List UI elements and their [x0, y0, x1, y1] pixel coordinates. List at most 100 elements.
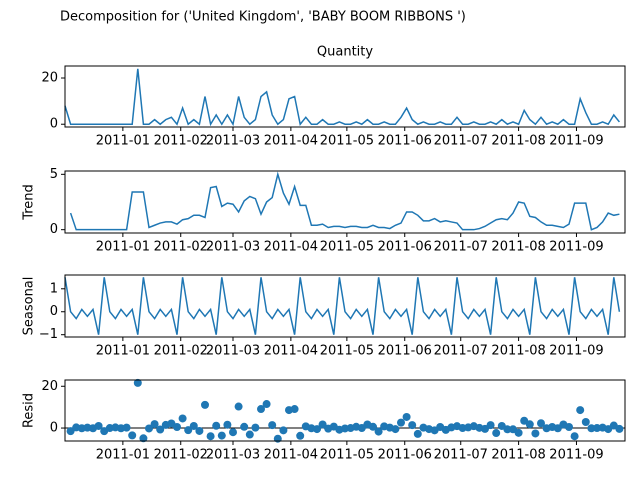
x-tick-label: 2011-01 [96, 240, 150, 255]
x-tick-label: 2011-09 [549, 344, 603, 359]
resid-point [413, 429, 422, 438]
x-tick-label: 2011-03 [206, 240, 260, 255]
resid-point [408, 421, 417, 430]
resid-point [257, 405, 265, 414]
resid-point [173, 423, 181, 432]
resid-point [565, 423, 573, 432]
resid-point [229, 428, 237, 437]
y-tick-label: 5 [50, 167, 58, 182]
series-line [64, 68, 620, 127]
resid-point [503, 425, 512, 434]
resid-point [184, 426, 193, 435]
y-axis-label: Resid [22, 393, 37, 428]
x-tick-label: 2011-04 [264, 134, 318, 149]
resid-point [268, 421, 277, 430]
subplot-title: Quantity [317, 45, 373, 60]
resid-point [581, 417, 590, 426]
resid-point [279, 426, 288, 435]
resid-point [139, 434, 148, 443]
series-line [69, 171, 620, 231]
y-tick-label: 0 [50, 117, 58, 132]
series-line [64, 277, 621, 335]
x-tick-label: 2011-05 [320, 344, 374, 359]
resid-point [397, 418, 405, 427]
resid-point [201, 400, 209, 409]
x-tick-label: 2011-09 [549, 134, 603, 149]
resid-point [481, 424, 489, 433]
resid-point [217, 431, 226, 440]
x-tick-label: 2011-03 [206, 344, 260, 359]
y-tick-label: 20 [41, 379, 58, 394]
resid-point [94, 421, 103, 430]
resid-point [223, 420, 232, 429]
x-tick-label: 2011-02 [154, 344, 208, 359]
x-tick-label: 2011-03 [206, 448, 260, 463]
resid-point [486, 421, 495, 430]
resid-point [150, 420, 159, 429]
resid-point [369, 422, 377, 431]
resid-point [251, 423, 260, 432]
x-tick-label: 2011-02 [154, 240, 208, 255]
resid-point [587, 424, 596, 433]
x-tick-label: 2011-06 [378, 344, 432, 359]
y-tick-label: −1 [39, 327, 58, 342]
resid-point [128, 431, 137, 440]
x-tick-label: 2011-02 [154, 448, 208, 463]
resid-point [145, 424, 153, 433]
x-tick-label: 2011-05 [320, 240, 374, 255]
x-tick-label: 2011-01 [96, 448, 150, 463]
axes-frame [64, 65, 626, 128]
resid-point [374, 427, 383, 436]
x-tick-label: 2011-09 [549, 448, 603, 463]
x-tick-label: 2011-08 [491, 344, 545, 359]
resid-point [240, 422, 249, 431]
resid-point [273, 434, 282, 443]
resid-point [189, 421, 198, 430]
x-tick-label: 2011-05 [320, 134, 374, 149]
figure-title: Decomposition for ('United Kingdom', 'BA… [60, 10, 466, 25]
y-tick-label: 0 [50, 222, 58, 237]
x-tick-label: 2011-02 [154, 134, 208, 149]
resid-point [234, 402, 243, 411]
axes-frame [64, 170, 626, 234]
resid-point [313, 425, 321, 434]
x-tick-label: 2011-05 [320, 448, 374, 463]
resid-point [195, 426, 204, 435]
resid-point [402, 412, 411, 421]
resid-point [570, 432, 579, 441]
axes-frame [64, 274, 626, 338]
resid-point [318, 420, 327, 429]
x-tick-label: 2011-07 [434, 448, 488, 463]
resid-point [296, 431, 305, 440]
x-tick-label: 2011-03 [206, 134, 260, 149]
y-tick-label: 20 [41, 71, 58, 86]
resid-point [290, 405, 299, 414]
x-tick-label: 2011-07 [434, 240, 488, 255]
x-tick-label: 2011-07 [434, 134, 488, 149]
resid-point [525, 420, 534, 429]
resid-point [531, 429, 540, 438]
resid-point [178, 414, 187, 423]
resid-point [514, 428, 523, 437]
resid-point [615, 424, 624, 433]
x-tick-label: 2011-09 [549, 240, 603, 255]
y-axis-label: Seasonal [22, 277, 37, 336]
y-tick-label: 1 [50, 281, 58, 296]
resid-point [206, 432, 215, 441]
x-tick-label: 2011-01 [96, 134, 150, 149]
resid-point [262, 400, 271, 409]
resid-point [66, 427, 75, 436]
x-tick-label: 2011-04 [264, 240, 318, 255]
x-tick-label: 2011-06 [378, 240, 432, 255]
y-tick-label: 0 [50, 304, 58, 319]
x-tick-label: 2011-06 [378, 448, 432, 463]
x-tick-label: 2011-01 [96, 344, 150, 359]
y-tick-label: 0 [50, 421, 58, 436]
x-tick-label: 2011-04 [264, 448, 318, 463]
resid-point [576, 406, 585, 415]
x-tick-label: 2011-04 [264, 344, 318, 359]
resid-point [156, 425, 165, 434]
resid-point [391, 425, 400, 434]
